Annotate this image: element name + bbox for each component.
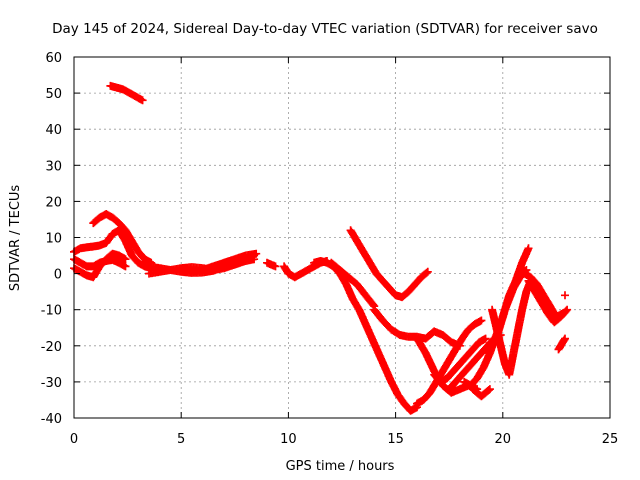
series-arc-v (483, 266, 531, 357)
x-tick-label: 20 (495, 432, 512, 447)
data-point-marker (485, 385, 494, 394)
y-tick-label: 50 (45, 87, 62, 102)
data-point-marker (484, 386, 493, 394)
x-tick-label: 0 (70, 432, 78, 447)
y-tick-label: -40 (41, 412, 62, 427)
series-arc-q (430, 334, 490, 386)
x-tick-label: 15 (387, 432, 404, 447)
series-arc-m (346, 226, 432, 302)
series-arc-c (89, 210, 156, 267)
data-point-marker (477, 316, 486, 325)
y-tick-label: 30 (45, 159, 62, 174)
y-axis-ticks: -40 -30 -20 -10 0 10 20 30 40 50 60 (41, 51, 610, 427)
data-point-marker (481, 334, 490, 343)
data-point-marker (561, 334, 569, 343)
data-point-marker (271, 262, 280, 271)
x-tick-label: 10 (280, 432, 297, 447)
series-arc-y (554, 334, 569, 354)
data-point-marker (121, 262, 130, 271)
x-axis-ticks: 0 5 10 15 20 25 (70, 57, 618, 447)
data-point-marker (423, 267, 432, 276)
y-axis-label: SDTVAR / TECUs (8, 185, 23, 292)
series-arc-a (106, 81, 147, 105)
y-tick-label: -10 (41, 304, 62, 319)
grid (74, 57, 610, 418)
x-tick-label: 5 (177, 432, 185, 447)
data-points (70, 81, 572, 415)
data-point-marker (524, 244, 533, 253)
series-arc-i (263, 258, 280, 271)
data-point-marker (561, 291, 569, 300)
data-point-marker (252, 249, 261, 258)
series-arc-k (310, 257, 421, 415)
y-tick-label: -30 (41, 376, 62, 391)
x-axis-label: GPS time / hours (286, 459, 395, 474)
series-arc-h (187, 249, 261, 276)
y-tick-label: 0 (54, 268, 62, 283)
data-point-marker (121, 255, 130, 264)
chart-title: Day 145 of 2024, Sidereal Day-to-day VTE… (52, 21, 598, 37)
y-tick-label: 20 (45, 195, 62, 210)
y-tick-label: 60 (45, 51, 62, 66)
y-tick-label: 40 (45, 123, 62, 138)
series-arc-x (524, 276, 572, 327)
series-arc-u (468, 385, 494, 401)
y-tick-label: 10 (45, 232, 62, 247)
y-tick-label: -20 (41, 340, 62, 355)
data-point-marker (562, 306, 571, 315)
series-arc-p (413, 316, 486, 408)
data-point-marker (422, 268, 431, 277)
data-point-marker (138, 96, 147, 105)
data-point-marker (563, 305, 572, 314)
x-tick-label: 25 (602, 432, 619, 447)
series-arc-z (561, 291, 569, 300)
data-point-marker (369, 300, 378, 309)
